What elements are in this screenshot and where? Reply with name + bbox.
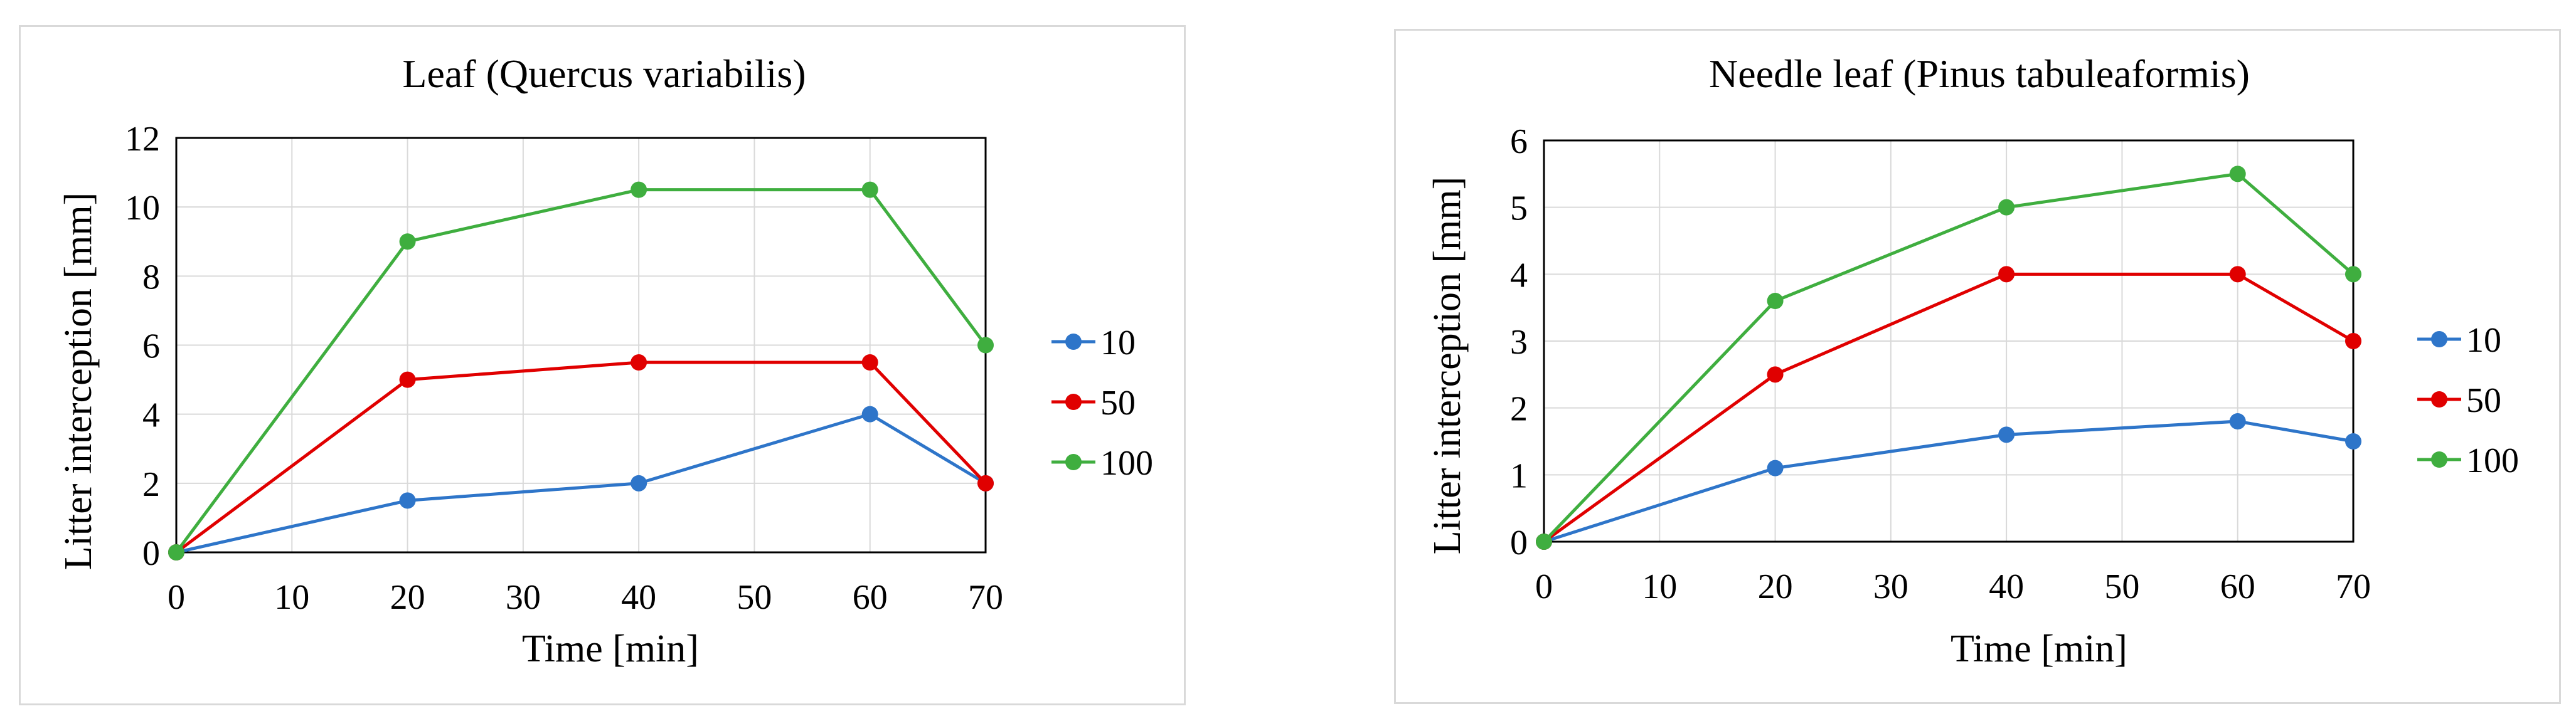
y-tick-label: 5 bbox=[1510, 189, 1528, 228]
y-tick-label: 4 bbox=[1510, 256, 1528, 295]
y-tick-label: 6 bbox=[142, 327, 160, 366]
x-tick-label: 70 bbox=[2336, 567, 2371, 606]
x-tick-label: 40 bbox=[1989, 567, 2024, 606]
legend-label-100: 100 bbox=[1100, 444, 1153, 483]
y-tick-label: 10 bbox=[125, 189, 160, 228]
data-point-100 bbox=[2229, 166, 2246, 182]
legend-marker-10 bbox=[2431, 331, 2447, 347]
data-point-100 bbox=[977, 337, 994, 354]
data-point-10 bbox=[399, 492, 416, 509]
chart-title: Needle leaf (Pinus tabuleaformis) bbox=[1709, 51, 2250, 96]
y-tick-label: 12 bbox=[125, 120, 160, 159]
series-line-100 bbox=[1543, 172, 2355, 543]
y-axis-label: Litter interception [mm] bbox=[1426, 177, 1469, 555]
data-point-100 bbox=[399, 233, 416, 250]
data-point-100 bbox=[168, 544, 184, 560]
data-point-50 bbox=[1767, 366, 1784, 383]
y-tick-label: 3 bbox=[1510, 323, 1528, 362]
legend-marker-100 bbox=[1065, 454, 1082, 470]
data-point-50 bbox=[861, 354, 878, 371]
chart-svg-needle-leaf: Needle leaf (Pinus tabuleaformis) Time [… bbox=[1426, 51, 2519, 670]
data-point-50 bbox=[2345, 333, 2361, 349]
x-tick-label: 50 bbox=[737, 578, 772, 617]
data-point-10 bbox=[1998, 426, 2015, 443]
data-point-10 bbox=[631, 475, 647, 492]
legend-marker-50 bbox=[2431, 391, 2447, 408]
x-tick-label: 60 bbox=[2220, 567, 2255, 606]
legend-marker-50 bbox=[1065, 394, 1082, 410]
data-point-10 bbox=[2229, 413, 2246, 429]
x-axis-label: Time [min] bbox=[522, 628, 699, 670]
x-axis-label: Time [min] bbox=[1951, 628, 2127, 670]
y-axis-label: Litter interception [mm] bbox=[57, 192, 100, 571]
y-tick-label: 0 bbox=[142, 534, 160, 573]
chart-panel-needle-leaf: Needle leaf (Pinus tabuleaformis) Time [… bbox=[1394, 29, 2561, 704]
chart-panel-leaf: Leaf (Quercus variabilis) Time [min] Lit… bbox=[19, 25, 1186, 705]
x-tick-label: 60 bbox=[853, 578, 888, 617]
series-line-100 bbox=[174, 188, 987, 554]
x-tick-label: 10 bbox=[1642, 567, 1677, 606]
x-tick-label: 20 bbox=[390, 578, 425, 617]
x-tick-label: 30 bbox=[506, 578, 541, 617]
data-point-50 bbox=[399, 371, 416, 388]
x-tick-label: 20 bbox=[1758, 567, 1793, 606]
y-tick-label: 2 bbox=[1510, 390, 1528, 429]
data-point-100 bbox=[1767, 293, 1784, 309]
x-tick-label: 70 bbox=[968, 578, 1003, 617]
legend-marker-10 bbox=[1065, 334, 1082, 350]
legend-label-50: 50 bbox=[2466, 381, 2501, 420]
legend-label-100: 100 bbox=[2466, 441, 2519, 480]
legend-label-10: 10 bbox=[2466, 321, 2501, 360]
data-point-10 bbox=[861, 406, 878, 423]
legend-label-50: 50 bbox=[1100, 384, 1136, 423]
data-point-100 bbox=[1998, 199, 2015, 216]
x-tick-label: 0 bbox=[1535, 567, 1553, 606]
y-tick-label: 2 bbox=[142, 465, 160, 504]
x-tick-label: 50 bbox=[2104, 567, 2139, 606]
data-point-50 bbox=[977, 475, 994, 492]
data-point-50 bbox=[631, 354, 647, 371]
data-point-100 bbox=[1536, 534, 1552, 550]
legend-marker-100 bbox=[2431, 451, 2447, 468]
data-point-100 bbox=[631, 181, 647, 198]
data-point-50 bbox=[1998, 266, 2015, 283]
x-tick-label: 10 bbox=[274, 578, 309, 617]
y-tick-label: 8 bbox=[142, 258, 160, 297]
x-tick-label: 30 bbox=[1873, 567, 1908, 606]
x-tick-label: 0 bbox=[168, 578, 185, 617]
y-tick-label: 0 bbox=[1510, 524, 1528, 562]
legend-label-10: 10 bbox=[1100, 324, 1136, 362]
y-tick-label: 1 bbox=[1510, 456, 1528, 495]
chart-svg-leaf: Leaf (Quercus variabilis) Time [min] Lit… bbox=[57, 51, 1153, 670]
chart-title: Leaf (Quercus variabilis) bbox=[402, 51, 806, 96]
data-point-100 bbox=[861, 181, 878, 198]
y-tick-label: 4 bbox=[142, 396, 160, 435]
data-point-50 bbox=[2229, 266, 2246, 283]
series-line-10 bbox=[1543, 419, 2354, 544]
data-point-100 bbox=[2345, 266, 2361, 283]
y-tick-label: 6 bbox=[1510, 122, 1528, 161]
data-point-10 bbox=[2345, 433, 2361, 450]
data-point-10 bbox=[1767, 460, 1784, 476]
x-tick-label: 40 bbox=[621, 578, 656, 617]
